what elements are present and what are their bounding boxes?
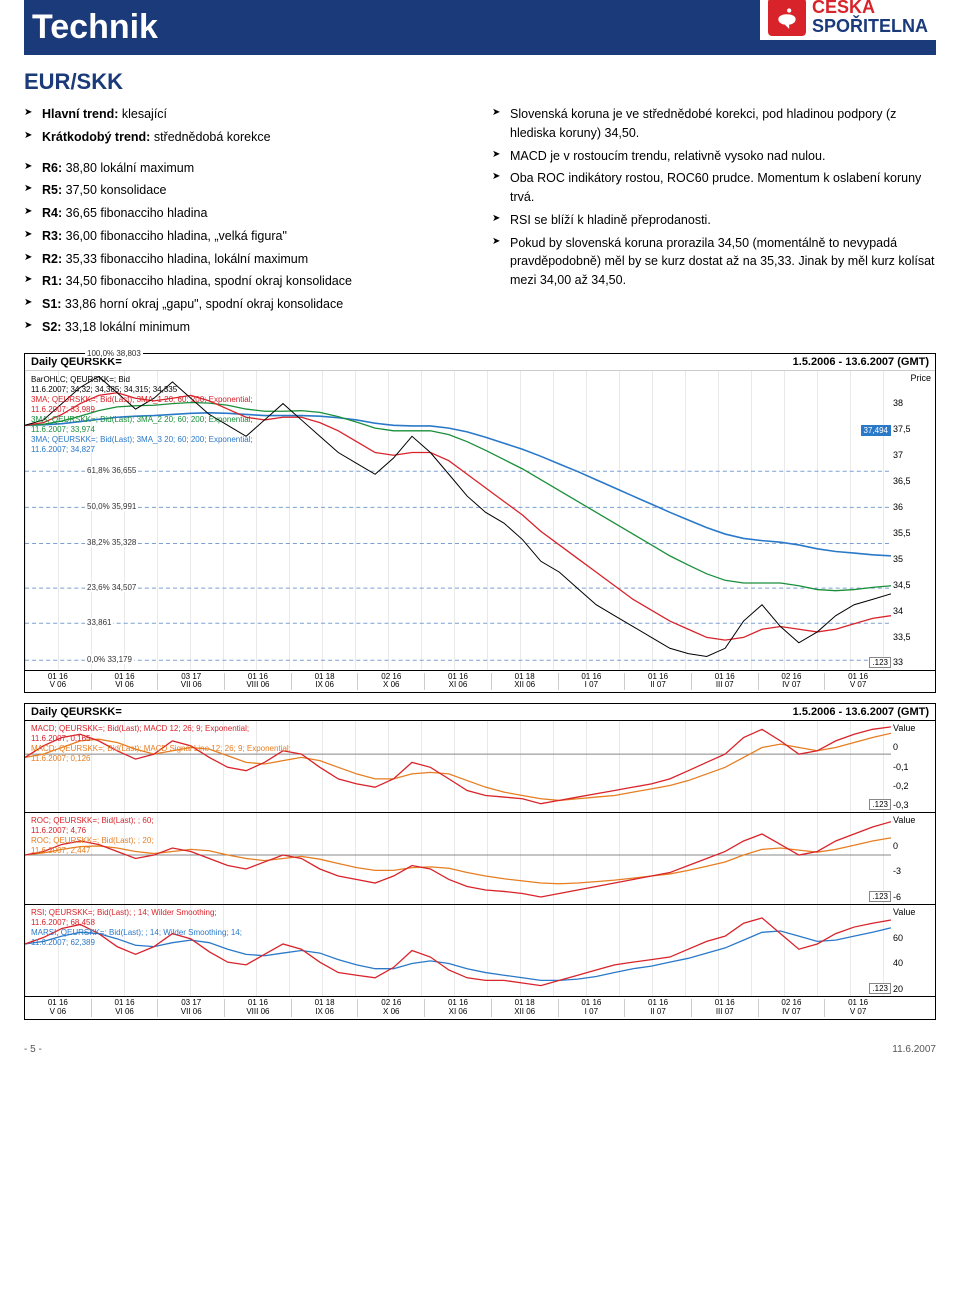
x-tick: 01 16VI 06 xyxy=(91,999,158,1017)
bullet-item: R5: 37,50 konsolidace xyxy=(24,181,468,200)
x-tick: 01 16V 06 xyxy=(25,999,91,1017)
x-tick: 03 17VII 06 xyxy=(157,999,224,1017)
x-tick: 01 16VIII 06 xyxy=(224,673,291,691)
price-chart-frame: Daily QEURSKK= 1.5.2006 - 13.6.2007 (GMT… xyxy=(24,353,936,694)
chart1-yaxis: Price 3837,53736,53635,53534,53433,533 xyxy=(893,371,933,670)
bullet-item: Oba ROC indikátory rostou, ROC60 prudce.… xyxy=(492,169,936,207)
bullet-item: R4: 36,65 fibonacciho hladina xyxy=(24,204,468,223)
indicator-panel: ROC; QEURSKK=; Bid(Last); ; 60;11.6.2007… xyxy=(25,812,935,904)
chart1-xaxis: 01 16V 0601 16VI 0603 17VII 0601 16VIII … xyxy=(25,670,935,693)
indicator-chart-frame: Daily QEURSKK= 1.5.2006 - 13.6.2007 (GMT… xyxy=(24,703,936,1020)
x-tick: 02 16IV 07 xyxy=(758,999,825,1017)
bullet-item: R2: 35,33 fibonacciho hladina, lokální m… xyxy=(24,250,468,269)
chart2-range: 1.5.2006 - 13.6.2007 (GMT) xyxy=(793,706,929,718)
footer-page: - 5 - xyxy=(24,1044,42,1055)
x-tick: 01 16V 06 xyxy=(25,673,91,691)
bullet-item: Slovenská koruna je ve střednědobé korek… xyxy=(492,105,936,143)
x-tick: 01 16XI 06 xyxy=(424,999,491,1017)
bullet-item: S1: 33,86 horní okraj „gapu", spodní okr… xyxy=(24,295,468,314)
instrument-title: EUR/SKK xyxy=(24,69,936,95)
panel-badge: .123 xyxy=(869,983,891,994)
chart1-badge: .123 xyxy=(869,657,891,668)
chart1-range: 1.5.2006 - 13.6.2007 (GMT) xyxy=(793,356,929,368)
x-tick: 01 16II 07 xyxy=(624,673,691,691)
bullet-item: S2: 33,18 lokální minimum xyxy=(24,318,468,337)
bullet-item: RSI se blíží k hladině přeprodanosti. xyxy=(492,211,936,230)
panel-badge: .123 xyxy=(869,799,891,810)
bullet-item: R1: 34,50 fibonacciho hladina, spodní ok… xyxy=(24,272,468,291)
bullet-item: Krátkodobý trend: střednědobá korekce xyxy=(24,128,468,147)
analysis-columns: Hlavní trend: klesající Krátkodobý trend:… xyxy=(24,105,936,341)
x-tick: 01 16V 07 xyxy=(824,673,891,691)
x-tick: 01 16VI 06 xyxy=(91,673,158,691)
chart2-title: Daily QEURSKK= xyxy=(31,706,122,718)
right-bullet-list: Slovenská koruna je ve střednědobé korek… xyxy=(492,105,936,290)
x-tick: 01 16III 07 xyxy=(691,673,758,691)
x-tick: 01 16III 07 xyxy=(691,999,758,1017)
x-tick: 01 18XII 06 xyxy=(491,673,558,691)
fib-label: 38,2% 35,328 xyxy=(85,538,138,547)
logo-mark-icon xyxy=(768,0,806,36)
indicator-panels: MACD; QEURSKK=; Bid(Last); MACD 12; 26; … xyxy=(25,720,935,996)
fib-label: 0,0% 33,179 xyxy=(85,655,134,664)
bullet-item: MACD je v rostoucím trendu, relativně vy… xyxy=(492,147,936,166)
x-tick: 01 16V 07 xyxy=(824,999,891,1017)
bullet-item: R6: 38,80 lokální maximum xyxy=(24,159,468,178)
panel-badge: .123 xyxy=(869,891,891,902)
x-tick: 01 18XII 06 xyxy=(491,999,558,1017)
logo: ČESKÁ SPOŘITELNA xyxy=(760,0,936,40)
fib-label: 33,861 xyxy=(85,618,113,627)
current-price-tag: 37,494 xyxy=(861,425,891,436)
x-tick: 01 18IX 06 xyxy=(291,999,358,1017)
x-tick: 01 18IX 06 xyxy=(291,673,358,691)
page-footer: - 5 - 11.6.2007 xyxy=(24,1044,936,1055)
bullet-item: R3: 36,00 fibonacciho hladina, „velká fi… xyxy=(24,227,468,246)
x-tick: 01 16I 07 xyxy=(558,999,625,1017)
chart2-xaxis: 01 16V 0601 16VI 0603 17VII 0601 16VIII … xyxy=(25,996,935,1019)
logo-text: ČESKÁ SPOŘITELNA xyxy=(812,0,928,36)
chart1-legend: BarOHLC; QEURSKK=; Bid11.6.2007; 34,32; … xyxy=(31,375,253,455)
page-title: Technik xyxy=(24,8,158,47)
x-tick: 02 16X 06 xyxy=(357,673,424,691)
bullet-item: Pokud by slovenská koruna prorazila 34,5… xyxy=(492,234,936,290)
fib-label: 61,8% 36,655 xyxy=(85,466,138,475)
left-bullet-list: Hlavní trend: klesající Krátkodobý trend:… xyxy=(24,105,468,337)
x-tick: 02 16IV 07 xyxy=(758,673,825,691)
header-band: Technik ČESKÁ SPOŘITELNA xyxy=(24,0,936,55)
fib-label: 100,0% 38,803 xyxy=(85,349,143,358)
indicator-panel: RSI; QEURSKK=; Bid(Last); ; 14; Wilder S… xyxy=(25,904,935,996)
x-tick: 01 16VIII 06 xyxy=(224,999,291,1017)
x-tick: 03 17VII 06 xyxy=(157,673,224,691)
indicator-panel: MACD; QEURSKK=; Bid(Last); MACD 12; 26; … xyxy=(25,720,935,812)
fib-label: 50,0% 35,991 xyxy=(85,502,138,511)
x-tick: 01 16II 07 xyxy=(624,999,691,1017)
x-tick: 02 16X 06 xyxy=(357,999,424,1017)
x-tick: 01 16I 07 xyxy=(558,673,625,691)
footer-date: 11.6.2007 xyxy=(892,1044,936,1055)
bullet-item: Hlavní trend: klesající xyxy=(24,105,468,124)
x-tick: 01 16XI 06 xyxy=(424,673,491,691)
fib-label: 23,6% 34,507 xyxy=(85,583,138,592)
